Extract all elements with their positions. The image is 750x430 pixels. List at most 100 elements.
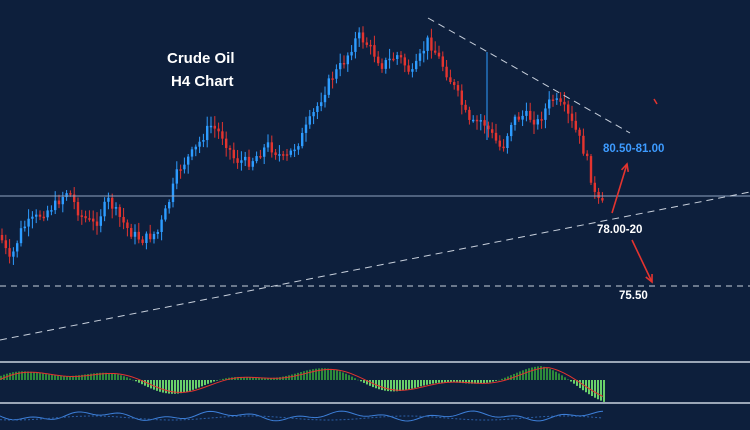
histogram-bar bbox=[450, 380, 452, 383]
candle-body bbox=[103, 201, 106, 217]
candle-body bbox=[304, 124, 308, 133]
histogram-bar bbox=[108, 372, 110, 380]
histogram-bar bbox=[426, 380, 428, 385]
candle-body bbox=[228, 147, 232, 150]
candle-body bbox=[251, 161, 254, 167]
candle-body bbox=[586, 153, 589, 157]
candle-body bbox=[282, 154, 285, 156]
candle-body bbox=[259, 156, 262, 158]
candle-body bbox=[54, 200, 57, 211]
histogram-bar bbox=[99, 372, 101, 380]
candle-body bbox=[354, 38, 357, 52]
histogram-bar bbox=[45, 374, 47, 380]
candle-body bbox=[601, 198, 604, 201]
histogram-bar bbox=[18, 371, 20, 380]
candle-body bbox=[247, 156, 251, 167]
candle-body bbox=[358, 32, 361, 39]
histogram-bar bbox=[315, 368, 317, 380]
histogram-bar bbox=[591, 380, 593, 397]
candle-body bbox=[411, 69, 414, 72]
candle-body bbox=[8, 248, 11, 257]
candle-body bbox=[149, 233, 152, 240]
histogram-bar bbox=[225, 378, 227, 380]
histogram-bar bbox=[417, 380, 419, 388]
oscillator-signal-line bbox=[0, 415, 604, 421]
histogram-bar bbox=[501, 378, 503, 380]
descending-trendline bbox=[427, 17, 631, 134]
histogram-bar bbox=[309, 369, 311, 380]
histogram-bar bbox=[549, 368, 551, 380]
candle-body bbox=[472, 119, 475, 122]
candle-body bbox=[456, 85, 460, 91]
candle-body bbox=[130, 228, 133, 237]
candle-body bbox=[107, 197, 110, 202]
histogram-bar bbox=[87, 374, 89, 380]
candle-body bbox=[487, 125, 490, 130]
candle-body bbox=[31, 216, 34, 219]
histogram-bar bbox=[207, 380, 209, 384]
histogram-bar bbox=[135, 380, 137, 382]
histogram-bar bbox=[522, 370, 524, 380]
histogram-bar bbox=[168, 380, 170, 394]
histogram-bar bbox=[555, 371, 557, 380]
candle-body bbox=[403, 57, 406, 66]
histogram-bar bbox=[318, 368, 320, 380]
histogram-bar bbox=[546, 367, 548, 380]
candle-body bbox=[202, 140, 205, 142]
arrow-down-to-target-head bbox=[645, 273, 653, 284]
histogram-bar bbox=[474, 380, 476, 384]
histogram-bar bbox=[366, 380, 368, 385]
histogram-bar bbox=[480, 380, 482, 384]
histogram-bar bbox=[564, 377, 566, 380]
histogram-bar bbox=[396, 380, 398, 392]
histogram-bar bbox=[102, 372, 104, 380]
histogram-bar bbox=[165, 380, 167, 394]
candle-body bbox=[179, 169, 182, 171]
candle-body bbox=[213, 125, 216, 129]
histogram-bar bbox=[291, 374, 293, 380]
histogram-bar bbox=[90, 373, 92, 380]
histogram-bar bbox=[261, 378, 263, 380]
histogram-bar bbox=[243, 376, 245, 380]
histogram-bar bbox=[477, 380, 479, 384]
histogram-bar bbox=[255, 377, 257, 380]
candle-body bbox=[50, 210, 53, 212]
histogram-bar bbox=[354, 378, 356, 380]
oscillator-line bbox=[0, 410, 604, 422]
histogram-bar bbox=[81, 374, 83, 380]
candle-body bbox=[316, 106, 319, 113]
candle-body bbox=[426, 37, 429, 51]
histogram-bar bbox=[156, 380, 158, 391]
candle-body bbox=[475, 119, 479, 122]
candle-body bbox=[168, 202, 171, 209]
candle-body bbox=[12, 251, 15, 257]
histogram-bar bbox=[588, 380, 590, 395]
candle-body bbox=[479, 120, 482, 122]
histogram-bar bbox=[213, 380, 215, 382]
candle-body bbox=[35, 214, 38, 217]
histogram-bar bbox=[276, 377, 278, 380]
histogram-bar bbox=[459, 380, 461, 383]
candle-body bbox=[236, 158, 239, 163]
candle-body bbox=[289, 150, 292, 155]
candle-body bbox=[540, 119, 543, 121]
histogram-bar bbox=[246, 377, 248, 380]
candle-body bbox=[19, 228, 23, 244]
histogram-bar bbox=[132, 379, 134, 381]
arrow-up-to-resistance bbox=[611, 163, 628, 214]
lower-target-label: 75.50 bbox=[619, 290, 648, 302]
candle-body bbox=[206, 125, 209, 141]
candle-body bbox=[437, 52, 441, 57]
histogram-bar bbox=[72, 375, 74, 380]
histogram-bar bbox=[84, 374, 86, 380]
candle-body bbox=[164, 208, 167, 220]
histogram-bar bbox=[201, 380, 203, 387]
histogram-bar bbox=[543, 366, 545, 380]
candle-body bbox=[361, 32, 365, 43]
candle-body bbox=[342, 62, 346, 65]
histogram-bar bbox=[306, 370, 308, 380]
candle-body bbox=[65, 193, 68, 198]
histogram-bar bbox=[162, 380, 164, 393]
histogram-bar bbox=[48, 374, 50, 380]
chart-title: Crude Oil bbox=[167, 50, 235, 67]
